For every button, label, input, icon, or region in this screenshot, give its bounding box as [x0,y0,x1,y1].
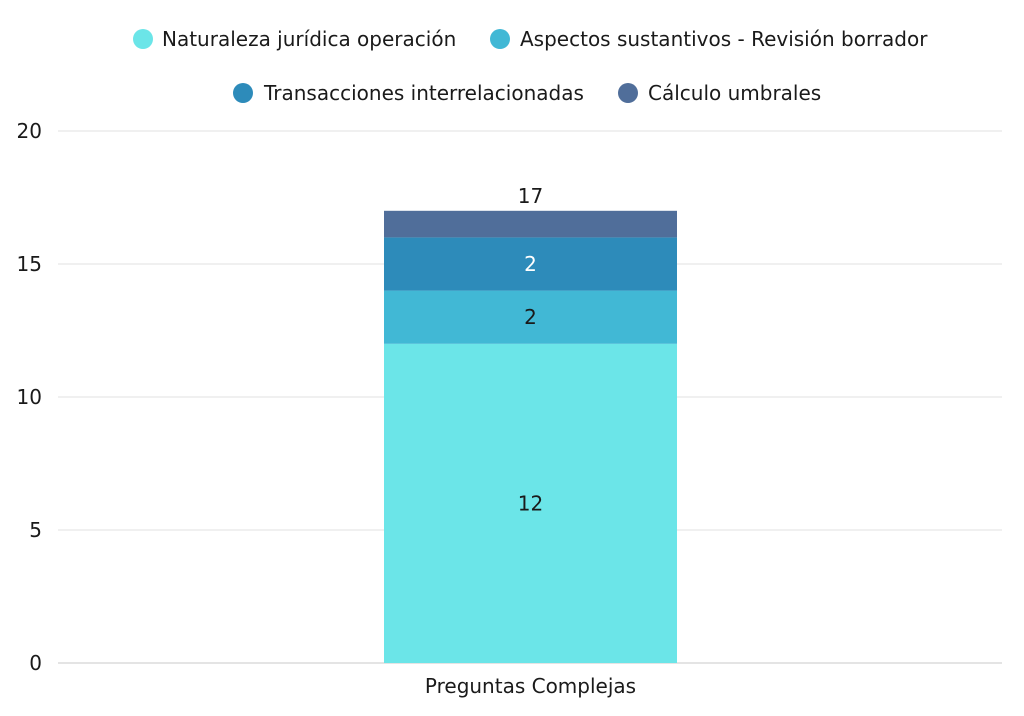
legend: Naturaleza jurídica operación Aspectos s… [133,27,928,105]
legend-item-transacciones[interactable]: Transacciones interrelacionadas [233,81,584,105]
legend-marker-naturaleza [133,29,153,49]
bar-segment-1[interactable] [384,290,677,344]
data-label-0: 12 [518,491,543,515]
legend-item-aspectos[interactable]: Aspectos sustantivos - Revisión borrador [490,27,928,51]
legend-label-aspectos: Aspectos sustantivos - Revisión borrador [520,27,928,51]
legend-label-transacciones: Transacciones interrelacionadas [263,81,584,105]
y-axis: 0 5 10 15 20 [17,119,42,675]
y-tick-label-5: 5 [29,518,42,542]
data-labels: 12 2 2 17 [518,184,543,516]
y-tick-label-10: 10 [17,385,42,409]
bars [384,210,677,663]
bar-segment-2[interactable] [384,237,677,291]
legend-marker-aspectos [490,29,510,49]
x-category-label: Preguntas Complejas [425,674,636,698]
data-label-1: 2 [524,305,537,329]
bar-segment-3[interactable] [384,210,677,238]
legend-marker-transacciones [233,83,253,103]
legend-item-naturaleza[interactable]: Naturaleza jurídica operación [133,27,456,51]
data-label-2: 2 [524,252,537,276]
bar-segment-0[interactable] [384,343,677,663]
y-tick-label-15: 15 [17,252,42,276]
y-tick-label-0: 0 [29,651,42,675]
legend-item-calculo[interactable]: Cálculo umbrales [618,81,821,105]
legend-label-naturaleza: Naturaleza jurídica operación [162,27,456,51]
total-label: 17 [518,184,543,208]
x-axis: Preguntas Complejas [425,674,636,698]
legend-label-calculo: Cálculo umbrales [648,81,821,105]
legend-marker-calculo [618,83,638,103]
y-tick-label-20: 20 [17,119,42,143]
